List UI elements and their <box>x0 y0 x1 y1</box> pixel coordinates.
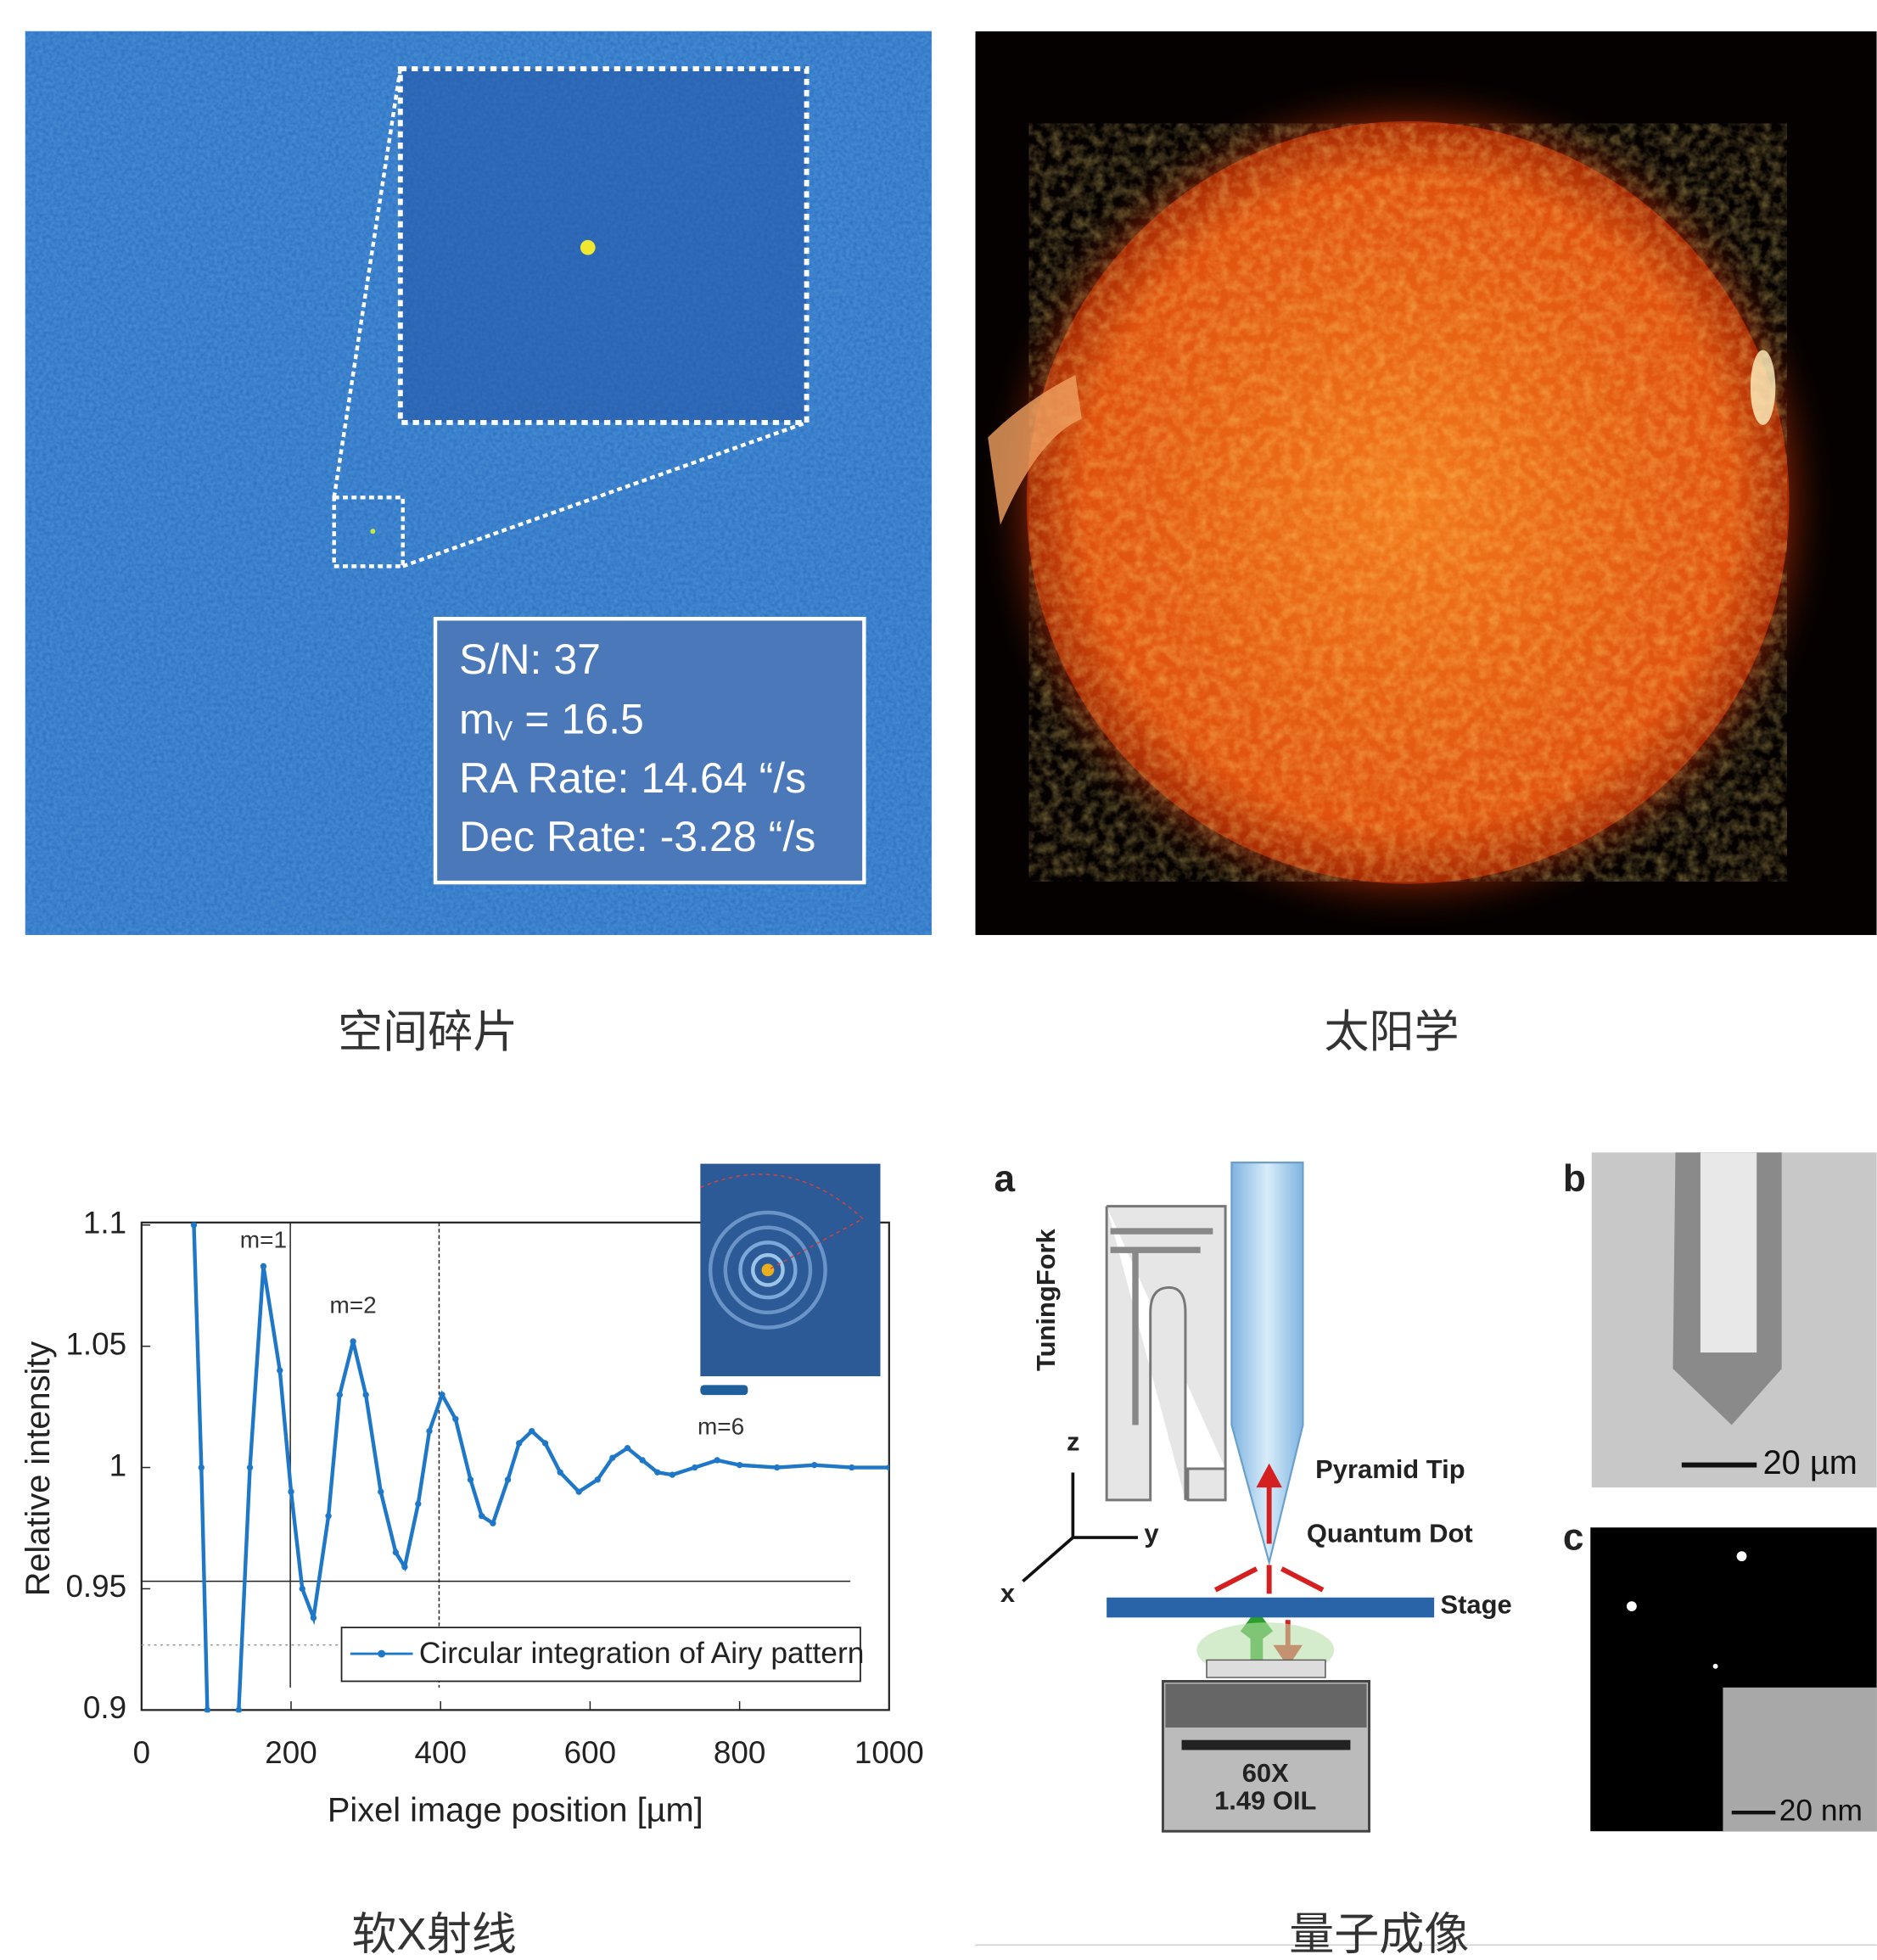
diagram-label: Stage <box>1440 1589 1511 1619</box>
point <box>247 1464 253 1470</box>
y-axis-label: Relative intensity <box>20 1341 57 1597</box>
legend-swatch <box>378 1650 385 1658</box>
airy-inset <box>700 1164 880 1396</box>
axis-label: z <box>1067 1427 1079 1457</box>
point <box>236 1707 242 1713</box>
point <box>452 1416 458 1422</box>
point <box>300 1586 305 1592</box>
point <box>542 1440 548 1446</box>
annotation: m=2 <box>330 1292 377 1319</box>
point <box>595 1476 601 1482</box>
panel-label: b <box>1563 1158 1586 1200</box>
point <box>261 1263 266 1269</box>
diagram-label: Quantum Dot <box>1307 1518 1473 1548</box>
point <box>849 1464 854 1470</box>
point <box>337 1392 343 1397</box>
point <box>505 1476 511 1482</box>
axis-label: y <box>1144 1518 1159 1548</box>
point <box>529 1428 535 1434</box>
info-text: Dec Rate: -3.28 “/s <box>459 813 815 860</box>
point <box>415 1501 421 1507</box>
point <box>325 1513 331 1519</box>
legend-label: Circular integration of Airy pattern <box>419 1637 865 1670</box>
info-text: mV = 16.5 <box>459 696 644 746</box>
chart: Relative intensity Pixel image position … <box>20 1164 889 1829</box>
point <box>639 1457 645 1463</box>
point <box>490 1520 496 1526</box>
point <box>191 1222 197 1228</box>
info-sub: V <box>495 715 513 746</box>
point <box>737 1462 742 1468</box>
x-axis-label: Pixel image position [µm] <box>328 1792 703 1829</box>
y-tick-label: 0.9 <box>83 1690 126 1725</box>
objective-label: 60X <box>1242 1758 1289 1788</box>
info-text: m <box>459 696 495 743</box>
info-text: RA Rate: 14.64 “/s <box>459 754 806 802</box>
point <box>213 1828 219 1834</box>
point <box>774 1464 780 1470</box>
quantum-diagram: a TuningFork z y x Pyramid Tip Quantum D… <box>995 1152 1877 1831</box>
point <box>692 1464 698 1470</box>
point <box>378 1488 384 1494</box>
point <box>401 1564 407 1570</box>
y-tick-label: 1.1 <box>83 1205 126 1240</box>
point <box>479 1513 485 1519</box>
y-tick-label: 0.95 <box>65 1569 126 1604</box>
point <box>205 1707 210 1713</box>
info-text: = 16.5 <box>513 696 644 743</box>
y-tick-label: 1.05 <box>65 1326 126 1361</box>
caption: 量子成像 <box>1289 1909 1469 1959</box>
point <box>277 1368 283 1374</box>
page-canvas: S/N: 37 mV = 16.5 RA Rate: 14.64 “/s Dec… <box>0 0 1877 1960</box>
x-tick-label: 200 <box>265 1735 317 1770</box>
caption: 软X射线 <box>351 1909 516 1959</box>
caption: 空间碎片 <box>338 1007 518 1057</box>
point <box>625 1445 630 1451</box>
scale-label: 20 µm <box>1763 1444 1857 1481</box>
point <box>516 1440 522 1446</box>
annotation: m=6 <box>698 1414 744 1440</box>
info-text: S/N: 37 <box>459 636 601 683</box>
point <box>439 1392 445 1397</box>
point <box>670 1471 675 1477</box>
point <box>576 1488 582 1494</box>
panel-label: c <box>1563 1517 1584 1559</box>
objective-label: 1.49 OIL <box>1214 1786 1316 1816</box>
point <box>714 1457 720 1463</box>
axis-label: x <box>1000 1578 1015 1608</box>
scale-label: 20 nm <box>1779 1795 1863 1828</box>
y-tick-label: 1 <box>109 1448 126 1482</box>
page-body: {"panels":[ {"caption":"空间碎片","box":["S/… <box>0 0 1877 1960</box>
point <box>362 1392 368 1397</box>
debris-image: S/N: 37 mV = 16.5 RA Rate: 14.64 “/s Dec… <box>25 31 932 935</box>
point <box>557 1470 563 1476</box>
x-tick-label: 1000 <box>854 1735 924 1770</box>
x-tick-label: 400 <box>414 1735 466 1770</box>
caption: 太阳学 <box>1325 1007 1460 1057</box>
point <box>350 1338 356 1344</box>
diagram-label: Pyramid Tip <box>1315 1454 1465 1484</box>
point <box>468 1476 473 1482</box>
point <box>426 1428 432 1434</box>
point <box>654 1470 660 1476</box>
x-tick-label: 800 <box>714 1735 765 1770</box>
point <box>288 1488 294 1494</box>
x-tick-label: 0 <box>133 1735 150 1770</box>
annotation: m=1 <box>240 1226 287 1252</box>
sun-image <box>975 31 1876 935</box>
panel-label: a <box>995 1158 1016 1200</box>
point <box>199 1464 205 1470</box>
point <box>393 1549 399 1555</box>
point <box>811 1462 817 1468</box>
diagram-label: TuningFork <box>1031 1228 1061 1371</box>
point <box>609 1454 615 1460</box>
x-tick-label: 600 <box>564 1735 616 1770</box>
page: Imaging applications html,body{margin:0;… <box>0 0 1877 1960</box>
point <box>311 1615 317 1621</box>
